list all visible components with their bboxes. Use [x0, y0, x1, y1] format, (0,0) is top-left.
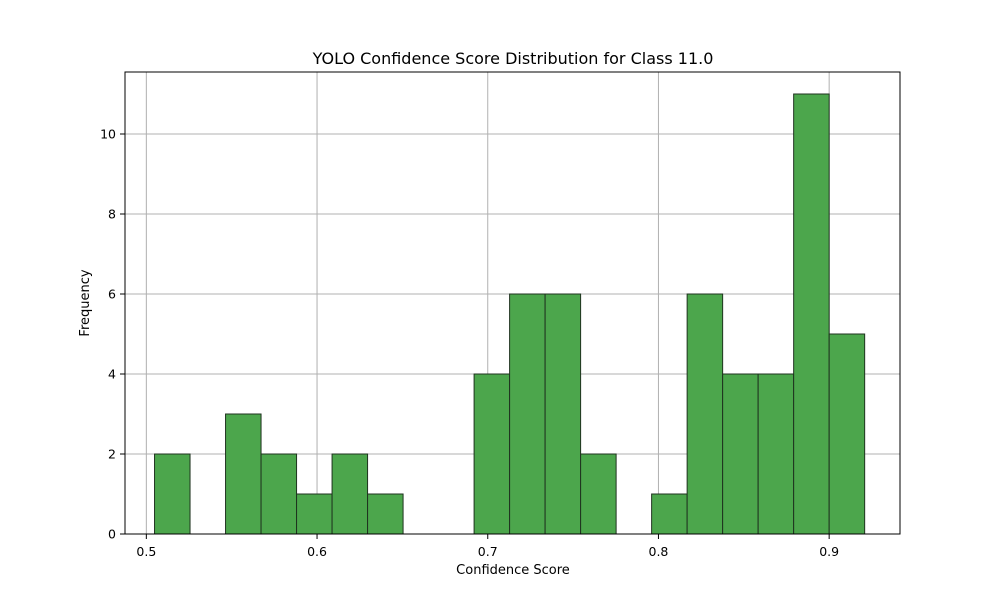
- histogram-bar: [296, 493, 333, 535]
- y-tick-label: 6: [108, 287, 116, 302]
- y-tick-label: 4: [108, 367, 116, 382]
- histogram-bar: [722, 373, 759, 535]
- histogram-bar: [154, 453, 191, 535]
- histogram-bar: [473, 373, 511, 535]
- histogram-bar: [828, 333, 866, 535]
- x-tick-label: 0.9: [819, 544, 839, 559]
- histogram-bar: [651, 493, 688, 535]
- y-tick-label: 8: [108, 207, 116, 222]
- histogram-bar: [509, 293, 546, 535]
- x-axis-label: Confidence Score: [456, 563, 570, 578]
- histogram-bar: [580, 453, 617, 535]
- y-tick-label: 0: [108, 527, 116, 542]
- y-tick-label: 2: [108, 447, 116, 462]
- histogram-bar: [757, 373, 795, 535]
- x-tick-label: 0.5: [136, 544, 156, 559]
- histogram-bar: [686, 293, 724, 535]
- x-tick-label: 0.8: [649, 544, 669, 559]
- x-axis-ticks: 0.5 0.6 0.7 0.8 0.9: [136, 534, 839, 559]
- x-tick-label: 0.6: [307, 544, 327, 559]
- histogram-bar: [544, 293, 582, 535]
- y-tick-label: 10: [100, 127, 116, 142]
- chart-title: YOLO Confidence Score Distribution for C…: [312, 49, 714, 68]
- y-axis-label: Frequency: [78, 269, 93, 336]
- x-tick-label: 0.7: [478, 544, 498, 559]
- plot-frame: [124, 71, 901, 535]
- histogram-bar: [225, 413, 262, 535]
- histogram-bars: [154, 93, 866, 535]
- y-axis-ticks: 0 2 4 6 8 10: [100, 127, 125, 542]
- histogram-bar: [331, 453, 369, 535]
- histogram-bar: [793, 93, 830, 535]
- histogram-bar: [367, 493, 404, 535]
- histogram-bar: [260, 453, 298, 535]
